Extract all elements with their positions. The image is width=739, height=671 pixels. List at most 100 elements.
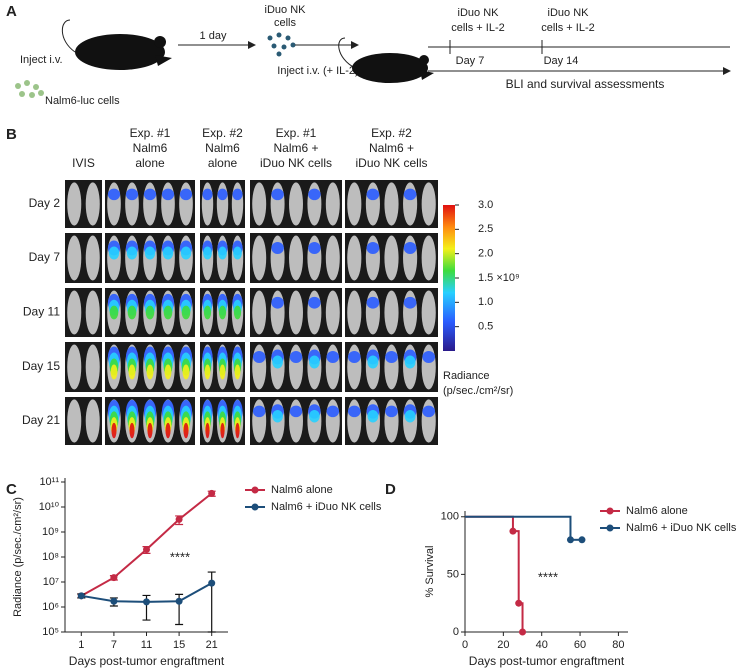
mouse [325, 235, 340, 281]
signal [326, 351, 340, 363]
x-tick-label: 15 [173, 639, 185, 651]
signal [144, 246, 156, 260]
text: Nalm6-luc cells [45, 95, 120, 107]
colorbar-tick-label: 3.0 [478, 199, 493, 211]
colorbar-tick-label: 0.5 [478, 321, 493, 333]
signal [422, 405, 436, 418]
signal [147, 422, 153, 439]
signal [218, 305, 227, 320]
mouse [384, 235, 399, 281]
survival-step [512, 530, 520, 604]
signal [235, 422, 240, 439]
mouse [289, 182, 303, 226]
x-tick-label: 80 [612, 639, 624, 651]
column-header: Nalm6 + [369, 141, 414, 155]
signal [309, 355, 320, 369]
mouse [252, 235, 267, 281]
survival-step [465, 515, 572, 540]
text: Day 7 [456, 55, 485, 67]
row-label: Day 7 [29, 250, 61, 264]
mouse [67, 399, 82, 443]
mouse [252, 182, 267, 226]
signal [233, 246, 242, 260]
panel-label: A [6, 3, 17, 20]
signal [203, 305, 212, 320]
mouse [421, 235, 436, 281]
signal [272, 355, 283, 369]
mouse [85, 290, 100, 335]
mouse [289, 290, 303, 335]
signal [308, 188, 321, 201]
column-header: IVIS [72, 156, 95, 170]
colorbar-tick-label: 1.0 [478, 296, 493, 308]
survival-step [518, 602, 524, 632]
signal [108, 246, 120, 260]
point [208, 579, 216, 587]
mouse [289, 235, 303, 281]
panel-label: C [6, 481, 17, 498]
legend-label: Nalm6 alone [271, 484, 333, 496]
column-header: alone [135, 156, 165, 170]
signal [271, 188, 284, 201]
signal [308, 296, 321, 309]
signal [252, 351, 266, 363]
point [77, 592, 85, 600]
x-tick-label: 7 [111, 639, 117, 651]
column-header: iDuo NK cells [355, 156, 427, 170]
column-header: Nalm6 + [273, 141, 318, 155]
x-tick-label: 21 [206, 639, 218, 651]
text: cells [274, 17, 297, 29]
signal [422, 351, 436, 363]
signal [234, 364, 241, 380]
colorbar-tick-label: 1.5 ×10⁹ [478, 272, 520, 284]
x-tick-label: 11 [141, 639, 152, 651]
signal [367, 409, 379, 423]
signal [110, 364, 118, 380]
signal [272, 409, 283, 423]
signal [179, 188, 193, 201]
signal [161, 188, 175, 201]
signal [403, 296, 417, 309]
signal [309, 409, 320, 423]
signal [145, 305, 155, 320]
censor-point [519, 628, 527, 636]
x-tick-label: 40 [536, 639, 548, 651]
series-line [80, 492, 213, 597]
y-axis-label: % Survival [424, 546, 436, 598]
signal [125, 188, 139, 201]
mouse [347, 182, 362, 226]
column-header: Exp. #1 [276, 126, 317, 140]
mouse [67, 235, 82, 281]
signal [109, 305, 119, 320]
signal [128, 364, 136, 380]
point [110, 574, 118, 582]
signal [146, 364, 154, 380]
legend-label: Nalm6 + iDuo NK cells [626, 522, 737, 534]
row-label: Day 21 [22, 413, 60, 427]
cells-icon [267, 32, 296, 57]
signal [252, 405, 266, 418]
legend-swatch [606, 507, 614, 515]
row-label: Day 11 [23, 305, 60, 319]
signal [366, 188, 380, 201]
annotation: **** [538, 569, 558, 584]
y-tick-label: 10⁶ [42, 601, 59, 613]
text: cells + IL-2 [451, 22, 505, 34]
y-tick-label: 10⁷ [43, 576, 59, 588]
column-header: alone [208, 156, 238, 170]
column-header: Exp. #2 [371, 126, 412, 140]
panel-label: D [385, 481, 396, 498]
panel-label: B [6, 126, 17, 143]
text: iDuo NK [458, 7, 500, 19]
signal [347, 351, 361, 363]
text: iDuo NK [548, 7, 590, 19]
signal [385, 405, 398, 418]
signal [143, 188, 157, 201]
signal [181, 305, 191, 320]
signal [204, 364, 211, 380]
column-header: Nalm6 [133, 141, 168, 155]
signal [289, 405, 303, 418]
signal [403, 242, 417, 254]
point [208, 489, 216, 497]
signal [404, 355, 416, 369]
